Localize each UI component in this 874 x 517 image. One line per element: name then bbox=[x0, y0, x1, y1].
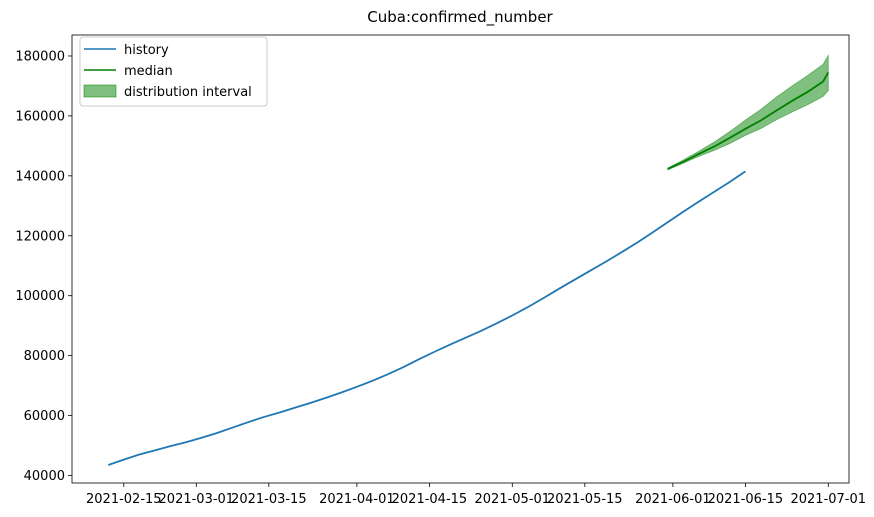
interval-band bbox=[667, 53, 829, 171]
x-tick-label: 2021-07-01 bbox=[790, 492, 866, 507]
x-tick-label: 2021-04-01 bbox=[319, 492, 395, 507]
y-tick-label: 160000 bbox=[15, 109, 65, 124]
legend-swatch-interval bbox=[83, 84, 117, 98]
y-tick-label: 40000 bbox=[24, 469, 65, 484]
x-tick-label: 2021-05-15 bbox=[547, 492, 623, 507]
legend-label-median: median bbox=[124, 64, 173, 79]
x-tick-label: 2021-05-01 bbox=[475, 492, 551, 507]
y-tick-label: 60000 bbox=[24, 409, 65, 424]
y-tick-label: 180000 bbox=[15, 49, 65, 64]
chart-title: Cuba:confirmed_number bbox=[367, 8, 553, 27]
series-line-history bbox=[107, 170, 746, 466]
y-tick-label: 120000 bbox=[15, 229, 65, 244]
x-tick-label: 2021-06-15 bbox=[708, 492, 784, 507]
y-tick-label: 140000 bbox=[15, 169, 65, 184]
y-tick-label: 100000 bbox=[15, 289, 65, 304]
axes-frame bbox=[71, 34, 850, 484]
x-tick-label: 2021-03-15 bbox=[231, 492, 307, 507]
legend-label-interval: distribution interval bbox=[124, 85, 252, 100]
x-tick-label: 2021-03-01 bbox=[159, 492, 235, 507]
legend-label-history: history bbox=[124, 43, 169, 58]
legend-box bbox=[79, 36, 268, 107]
x-tick-label: 2021-02-15 bbox=[86, 492, 162, 507]
plot-area bbox=[107, 53, 830, 466]
x-tick-label: 2021-04-15 bbox=[392, 492, 468, 507]
x-tick-label: 2021-06-01 bbox=[635, 492, 711, 507]
y-tick-label: 80000 bbox=[24, 349, 65, 364]
y-axis: 40000 60000 80000 100000 120000 140000 160000 1… bbox=[15, 49, 72, 484]
series-line-median bbox=[667, 72, 830, 170]
legend: history median distribution interval bbox=[79, 36, 268, 107]
